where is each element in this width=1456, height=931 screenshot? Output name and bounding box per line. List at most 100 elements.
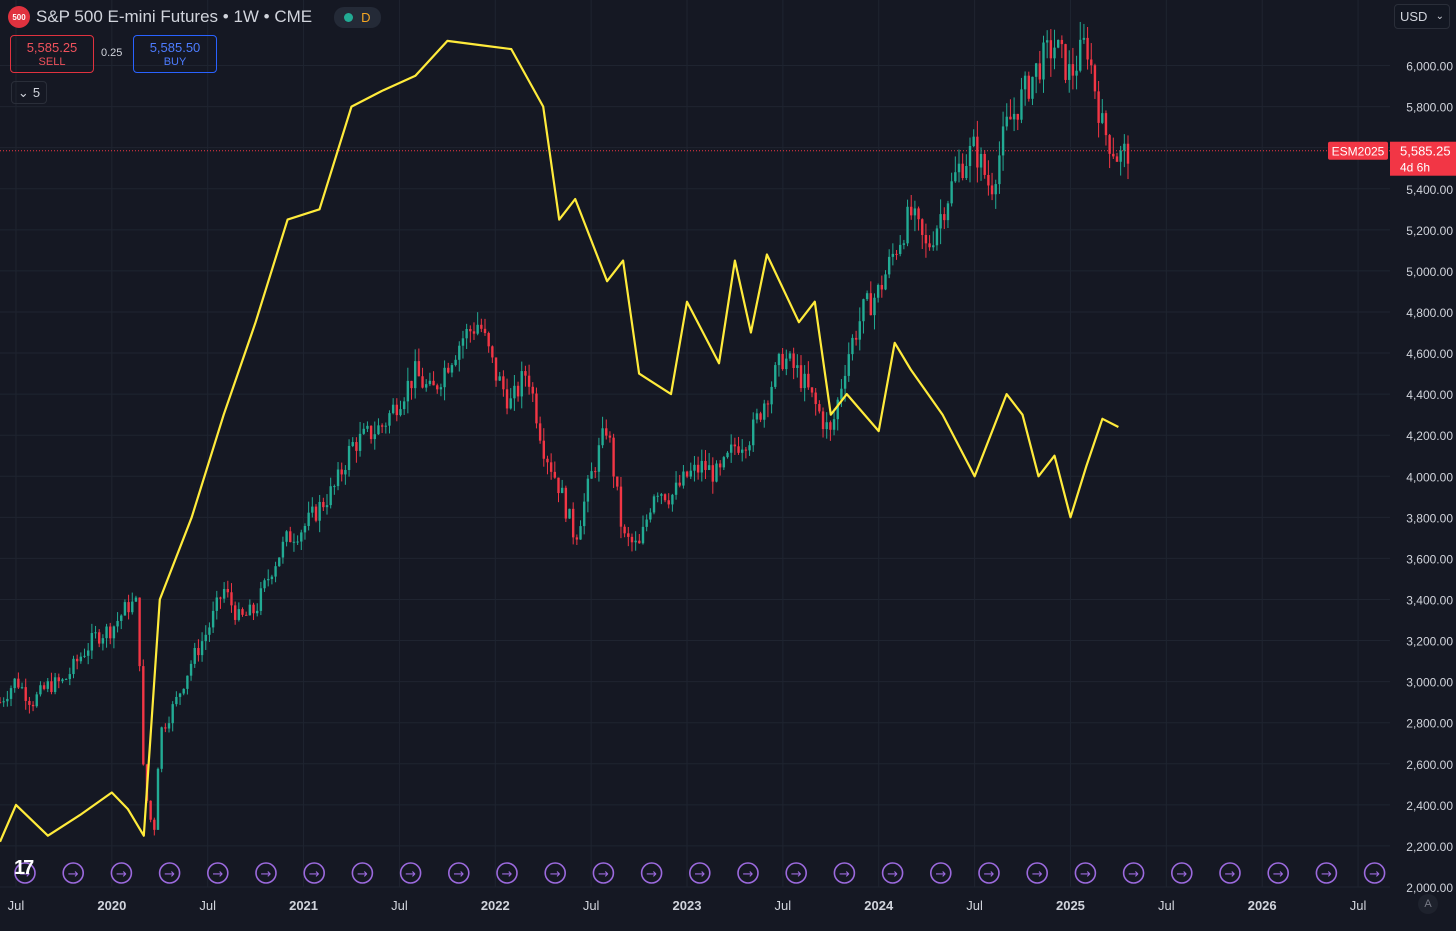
y-tick-label: 5,000.00	[1406, 265, 1453, 279]
candle	[1005, 103, 1008, 131]
candle	[862, 298, 865, 334]
candle-body	[950, 181, 953, 204]
candle-body	[1042, 42, 1045, 80]
candle	[285, 530, 288, 547]
candle	[741, 439, 744, 462]
candle-body	[829, 422, 832, 430]
candle-body	[840, 388, 843, 400]
candle-body	[329, 486, 332, 506]
candle-body	[597, 445, 601, 472]
candle-body	[729, 444, 733, 453]
spread-value: 0.25	[101, 47, 123, 59]
indicators-toggle[interactable]: ⌄ 5	[11, 81, 47, 104]
x-tick-label: Jul	[583, 898, 600, 913]
candle	[1031, 76, 1034, 106]
event-marker-glyph: →	[646, 867, 657, 882]
candle-body	[274, 566, 277, 577]
candle-body	[391, 404, 395, 414]
candle-body	[1093, 65, 1097, 92]
candle-body	[355, 442, 358, 451]
candle-body	[90, 632, 94, 651]
candle-body	[270, 576, 274, 580]
candle-body	[770, 386, 773, 405]
candle	[24, 678, 27, 710]
tradingview-logo-icon[interactable]: 17	[14, 857, 34, 879]
event-marker-icon: →	[62, 862, 84, 884]
candle	[366, 421, 369, 433]
candle	[1104, 110, 1108, 146]
candle	[50, 672, 53, 695]
candle-body	[215, 597, 218, 611]
candle-body	[678, 482, 681, 486]
candle-body	[296, 541, 299, 543]
event-marker-ring	[688, 862, 711, 884]
candle	[219, 596, 222, 609]
candle-body	[601, 428, 604, 446]
candle-body	[1016, 113, 1019, 120]
candle-body	[785, 358, 788, 370]
candle	[329, 477, 332, 509]
candle-body	[480, 324, 483, 329]
candle-body	[979, 153, 983, 168]
candle	[619, 476, 623, 539]
candle	[671, 493, 674, 512]
candle-body	[105, 626, 108, 639]
candle	[814, 388, 817, 416]
candle-body	[965, 166, 968, 179]
candle-body	[230, 592, 233, 606]
candle	[105, 623, 108, 648]
candle-body	[1005, 116, 1008, 127]
indicators-count: 5	[32, 85, 41, 100]
delayed-flag: D	[361, 9, 371, 25]
candle-body	[608, 435, 612, 438]
candle-body	[1104, 113, 1108, 136]
candle-body	[858, 321, 861, 340]
candle	[645, 514, 648, 532]
currency-select[interactable]: USD ⌄	[1394, 4, 1450, 29]
candle	[829, 420, 832, 441]
candle-body	[546, 458, 549, 463]
candle	[90, 623, 94, 659]
candle	[410, 380, 413, 400]
y-tick-label: 4,200.00	[1406, 429, 1453, 443]
event-marker-glyph: →	[1080, 867, 1091, 882]
symbol-title[interactable]: S&P 500 E-mini Futures • 1W • CME	[36, 7, 313, 26]
event-marker-glyph: →	[1128, 867, 1139, 882]
candle	[421, 367, 424, 389]
candle-body	[726, 452, 729, 458]
candle-body	[281, 541, 285, 558]
candle-body	[1123, 143, 1126, 151]
candle-body	[186, 675, 189, 689]
candle-body	[781, 353, 784, 370]
candle	[483, 318, 487, 336]
event-marker-icon: →	[1219, 862, 1241, 884]
candle-body	[72, 658, 75, 675]
candle-body	[531, 386, 534, 394]
y-tick-label: 3,200.00	[1406, 635, 1453, 649]
candle	[752, 412, 755, 452]
candle-body	[436, 385, 439, 390]
candle-body	[1090, 59, 1093, 66]
auto-scale-button[interactable]: A	[1418, 894, 1438, 914]
candle-body	[200, 641, 204, 656]
candle-body	[68, 674, 72, 680]
x-tick-label: Jul	[8, 898, 25, 913]
candle	[432, 371, 435, 386]
candle	[520, 361, 523, 409]
event-marker-glyph: →	[405, 867, 416, 882]
candle-body	[417, 361, 421, 377]
candle	[134, 595, 138, 603]
candle-body	[777, 353, 781, 366]
candle	[1071, 47, 1075, 90]
event-marker-icon: →	[207, 862, 229, 884]
candle-body	[752, 419, 755, 446]
sell-button[interactable]: 5,585.25 SELL	[10, 35, 94, 73]
candle	[252, 602, 255, 621]
market-status[interactable]: D	[334, 6, 381, 28]
candle	[876, 283, 880, 303]
buy-button[interactable]: 5,585.50 BUY	[133, 35, 217, 73]
symbol-logo[interactable]: 500	[8, 6, 30, 28]
candle-body	[623, 526, 626, 534]
